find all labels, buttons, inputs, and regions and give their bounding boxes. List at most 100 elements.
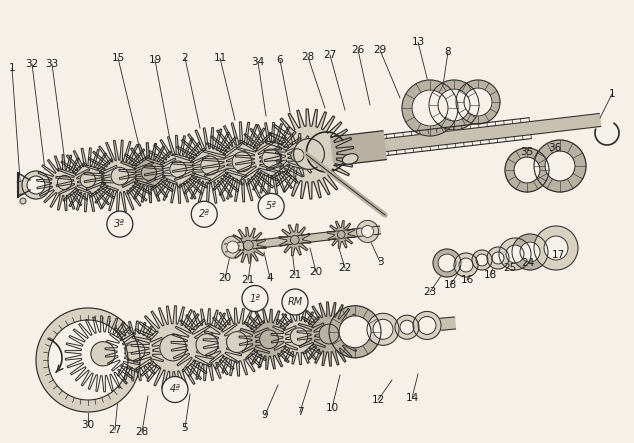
- Text: 36: 36: [548, 143, 562, 153]
- Text: 12: 12: [372, 395, 385, 405]
- Circle shape: [413, 311, 441, 339]
- Text: 27: 27: [323, 50, 337, 60]
- Circle shape: [282, 289, 308, 315]
- Polygon shape: [17, 113, 601, 194]
- Text: 21: 21: [288, 270, 302, 280]
- Text: 33: 33: [46, 59, 58, 69]
- Text: 3ª: 3ª: [114, 219, 126, 229]
- Circle shape: [337, 231, 345, 238]
- Text: 28: 28: [301, 52, 314, 62]
- Text: 29: 29: [373, 45, 387, 55]
- Circle shape: [22, 171, 50, 199]
- Circle shape: [520, 242, 540, 262]
- Text: 30: 30: [81, 420, 94, 430]
- Circle shape: [534, 226, 578, 270]
- Text: 18: 18: [483, 270, 496, 280]
- Polygon shape: [171, 309, 243, 381]
- Circle shape: [170, 161, 186, 178]
- Circle shape: [329, 306, 381, 358]
- Circle shape: [505, 148, 549, 192]
- Circle shape: [294, 139, 325, 169]
- Polygon shape: [172, 128, 248, 203]
- Circle shape: [201, 156, 219, 175]
- Text: 20: 20: [219, 273, 231, 283]
- Text: 19: 19: [148, 55, 162, 65]
- Circle shape: [545, 151, 575, 181]
- Circle shape: [141, 165, 157, 180]
- Polygon shape: [55, 317, 455, 364]
- Circle shape: [395, 315, 419, 339]
- Text: 32: 32: [25, 59, 39, 69]
- Circle shape: [487, 247, 509, 269]
- Circle shape: [58, 175, 72, 190]
- Text: 25: 25: [503, 263, 517, 273]
- Text: 14: 14: [405, 393, 418, 403]
- Text: 5: 5: [182, 423, 188, 433]
- Text: 21: 21: [242, 275, 255, 285]
- Circle shape: [227, 241, 239, 253]
- Text: 13: 13: [411, 37, 425, 47]
- Polygon shape: [275, 133, 320, 177]
- Circle shape: [290, 236, 299, 244]
- Text: 17: 17: [552, 250, 565, 260]
- Circle shape: [429, 80, 479, 130]
- Text: 2: 2: [182, 53, 188, 63]
- Circle shape: [418, 316, 436, 334]
- Text: 26: 26: [351, 45, 365, 55]
- Circle shape: [191, 201, 217, 227]
- Text: 1ª: 1ª: [250, 294, 261, 303]
- Circle shape: [222, 236, 243, 258]
- Circle shape: [476, 254, 488, 266]
- Polygon shape: [119, 143, 179, 203]
- Circle shape: [492, 252, 504, 264]
- Text: 5ª: 5ª: [266, 202, 276, 211]
- Text: 4: 4: [267, 273, 273, 283]
- Polygon shape: [48, 320, 128, 400]
- Polygon shape: [131, 306, 215, 390]
- Polygon shape: [271, 309, 327, 365]
- Circle shape: [361, 225, 373, 237]
- Polygon shape: [327, 221, 355, 249]
- Circle shape: [291, 149, 304, 162]
- Circle shape: [499, 238, 531, 270]
- Text: 34: 34: [251, 57, 264, 67]
- Text: 23: 23: [424, 287, 437, 297]
- Circle shape: [438, 254, 456, 272]
- Circle shape: [438, 89, 470, 121]
- Polygon shape: [144, 135, 212, 203]
- Circle shape: [456, 80, 500, 124]
- Circle shape: [196, 334, 218, 356]
- Circle shape: [260, 330, 278, 349]
- Text: RM: RM: [287, 297, 302, 307]
- Text: 20: 20: [309, 267, 323, 277]
- Circle shape: [356, 221, 378, 242]
- Circle shape: [262, 149, 280, 168]
- Circle shape: [20, 198, 26, 204]
- Circle shape: [544, 236, 568, 260]
- Polygon shape: [202, 122, 282, 202]
- Circle shape: [160, 334, 186, 361]
- Circle shape: [512, 234, 548, 270]
- Circle shape: [459, 258, 473, 272]
- Polygon shape: [65, 316, 141, 392]
- Circle shape: [107, 211, 133, 237]
- Text: 3: 3: [377, 257, 384, 267]
- Polygon shape: [203, 308, 271, 376]
- Polygon shape: [37, 155, 93, 210]
- Circle shape: [402, 80, 458, 136]
- Circle shape: [514, 157, 540, 183]
- Circle shape: [534, 140, 586, 192]
- Circle shape: [506, 245, 524, 263]
- Circle shape: [80, 172, 96, 187]
- Polygon shape: [105, 321, 165, 381]
- Circle shape: [226, 332, 247, 353]
- Text: 10: 10: [325, 403, 339, 413]
- Text: 28: 28: [136, 427, 148, 437]
- Text: 8: 8: [444, 47, 451, 57]
- Text: 15: 15: [112, 53, 125, 63]
- Polygon shape: [36, 308, 140, 412]
- Circle shape: [111, 167, 129, 185]
- Text: 6: 6: [276, 55, 283, 65]
- Circle shape: [454, 253, 478, 277]
- Text: 24: 24: [521, 258, 534, 268]
